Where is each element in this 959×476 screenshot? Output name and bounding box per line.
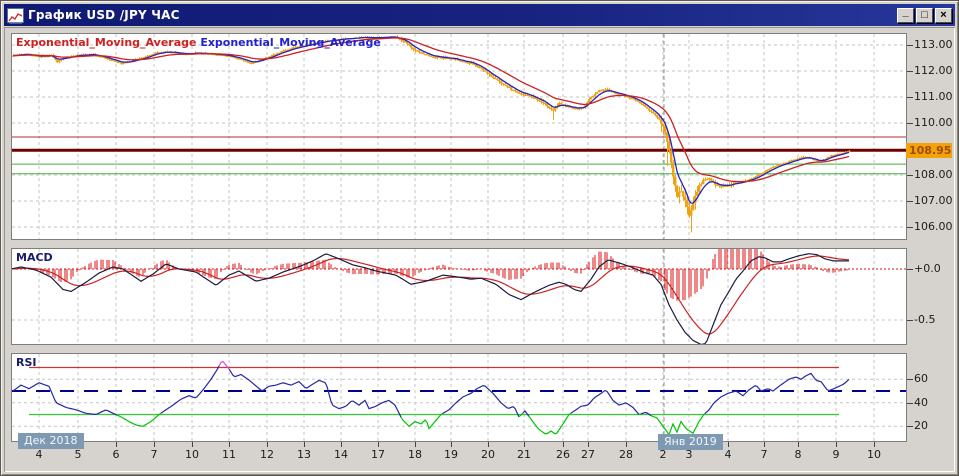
rsi-axis-label: 20 [914, 419, 928, 433]
time-axis-label: 8 [794, 448, 802, 461]
rsi-axis-tick [907, 379, 913, 381]
current-price-badge: 108.95 [906, 143, 952, 158]
price-axis-label: 110.00 [914, 116, 953, 129]
rsi-axis-label: 60 [914, 372, 928, 386]
time-axis-label: 14 [334, 448, 348, 461]
time-axis-tick [488, 442, 489, 447]
time-axis-label: 3 [685, 448, 693, 461]
time-axis-tick [524, 442, 525, 447]
time-axis-label: 26 [556, 448, 570, 461]
ema-blue-label: Exponential_Moving_Average [200, 36, 381, 49]
time-axis-label: 7 [760, 448, 768, 461]
titlebar[interactable]: График USD /JPY ЧАС _ □ × [4, 4, 955, 26]
price-chart-panel[interactable]: Exponential_Moving_Average Exponential_M… [11, 33, 907, 240]
window-title: График USD /JPY ЧАС [28, 8, 180, 22]
time-axis-label: 27 [581, 448, 595, 461]
price-axis-label: 108.00 [914, 168, 953, 181]
ema-legend: Exponential_Moving_Average Exponential_M… [16, 36, 381, 49]
time-axis-label: 19 [444, 448, 458, 461]
time-axis-label: 4 [724, 448, 732, 461]
macd-panel[interactable]: MACD [11, 248, 907, 345]
time-axis-tick [836, 442, 837, 447]
price-axis-tick [907, 71, 913, 72]
time-axis-tick [378, 442, 379, 447]
price-axis-tick [907, 227, 913, 228]
time-axis-tick [874, 442, 875, 447]
macd-label: MACD [16, 251, 53, 264]
minimize-button[interactable]: _ [897, 6, 914, 23]
ema-red-label: Exponential_Moving_Average [16, 36, 197, 49]
price-axis-tick [907, 175, 913, 176]
macd-canvas [12, 249, 906, 344]
macd-axis-tick [907, 320, 913, 321]
time-axis-tick [451, 442, 452, 447]
time-axis-tick [415, 442, 416, 447]
month-label-dec2018: Дек 2018 [18, 433, 84, 449]
time-axis-label: 28 [619, 448, 633, 461]
chart-icon [7, 7, 24, 23]
time-axis-tick [192, 442, 193, 447]
maximize-button[interactable]: □ [916, 7, 933, 23]
macd-axis-label: +0.0 [914, 262, 941, 275]
rsi-axis-tick [907, 426, 913, 428]
price-axis-label: 106.00 [914, 220, 953, 233]
price-axis-label: 111.00 [914, 90, 953, 103]
time-axis-label: 21 [517, 448, 531, 461]
rsi-label: RSI [16, 356, 37, 369]
time-axis-label: 4 [35, 448, 43, 461]
time-axis-tick [229, 442, 230, 447]
price-axis-label: 112.00 [914, 64, 953, 77]
time-axis-tick [728, 442, 729, 447]
price-axis-tick [907, 45, 913, 46]
time-axis-tick [304, 442, 305, 447]
time-axis-label: 18 [408, 448, 422, 461]
price-axis-label: 113.00 [914, 38, 953, 51]
macd-axis-label: -0.5 [914, 313, 936, 326]
time-axis-tick [798, 442, 799, 447]
price-axis-label: 107.00 [914, 194, 953, 207]
time-axis-label: 12 [260, 448, 274, 461]
price-axis-tick [907, 201, 913, 202]
time-axis-label: 7 [150, 448, 158, 461]
time-axis-tick [341, 442, 342, 447]
month-label-jan2019: Янв 2019 [658, 434, 723, 450]
price-chart-canvas [12, 34, 906, 239]
time-axis-label: 10 [867, 448, 881, 461]
time-axis-tick [116, 442, 117, 447]
rsi-axis-tick [907, 402, 913, 404]
time-axis-tick [563, 442, 564, 447]
time-axis-tick [588, 442, 589, 447]
time-axis-label: 17 [371, 448, 385, 461]
rsi-axis-label: 40 [914, 395, 928, 409]
price-axis-tick [907, 97, 913, 98]
time-axis-tick [267, 442, 268, 447]
rsi-canvas [12, 354, 906, 441]
price-axis-tick [907, 123, 913, 124]
time-axis-label: 2 [659, 448, 667, 461]
time-axis-label: 6 [112, 448, 120, 461]
time-axis-label: 13 [297, 448, 311, 461]
time-axis-tick [764, 442, 765, 447]
time-axis-label: 5 [74, 448, 82, 461]
time-axis-label: 10 [185, 448, 199, 461]
time-axis-tick [626, 442, 627, 447]
rsi-panel[interactable]: RSI [11, 353, 907, 442]
time-axis-label: 11 [222, 448, 236, 461]
time-axis-tick [154, 442, 155, 447]
time-axis-label: 9 [832, 448, 840, 461]
time-axis-label: 20 [481, 448, 495, 461]
macd-axis-tick [907, 269, 913, 270]
close-button[interactable]: × [935, 7, 952, 23]
